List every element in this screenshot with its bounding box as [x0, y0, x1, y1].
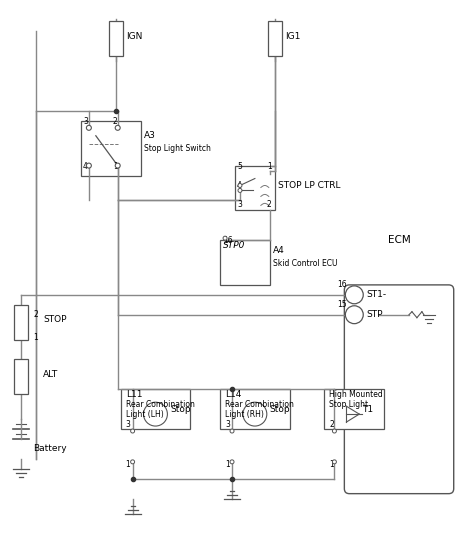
FancyBboxPatch shape — [345, 285, 454, 494]
Text: 1: 1 — [225, 460, 230, 469]
Text: E47: E47 — [348, 312, 360, 317]
Text: A4: A4 — [273, 246, 285, 255]
Text: A3: A3 — [143, 131, 155, 140]
Bar — [268, 21, 282, 56]
Text: E47: E47 — [348, 292, 360, 297]
Text: 3: 3 — [225, 420, 230, 429]
Bar — [14, 359, 28, 394]
Text: 1: 1 — [329, 460, 334, 469]
Circle shape — [131, 460, 135, 464]
Text: Light (LH): Light (LH) — [126, 410, 163, 418]
Circle shape — [332, 429, 337, 433]
Text: Stop Light Switch: Stop Light Switch — [143, 144, 211, 153]
Text: STOP: STOP — [43, 315, 67, 324]
Text: 1: 1 — [33, 333, 38, 342]
Text: ECM: ECM — [388, 235, 411, 245]
Circle shape — [143, 402, 168, 426]
Text: 2: 2 — [267, 200, 271, 209]
Text: Rear Combination: Rear Combination — [126, 400, 194, 409]
Text: STP: STP — [366, 310, 383, 319]
Text: 4: 4 — [237, 181, 242, 190]
Text: IG1: IG1 — [285, 32, 300, 41]
Circle shape — [238, 189, 242, 192]
Text: High Mounted: High Mounted — [329, 390, 383, 399]
Text: 1: 1 — [113, 161, 118, 171]
Text: 3: 3 — [126, 420, 131, 429]
Circle shape — [115, 163, 120, 168]
Text: T1: T1 — [362, 405, 373, 414]
Text: 16: 16 — [337, 280, 347, 289]
Bar — [121, 389, 190, 429]
Text: Skid Control ECU: Skid Control ECU — [273, 259, 337, 268]
Circle shape — [238, 183, 242, 188]
Text: Stop: Stop — [270, 405, 290, 414]
Bar — [220, 389, 290, 429]
Bar — [81, 121, 141, 175]
Text: 2: 2 — [329, 420, 334, 429]
Circle shape — [223, 236, 227, 240]
Text: IGN: IGN — [126, 32, 142, 41]
Circle shape — [230, 429, 234, 433]
Circle shape — [230, 460, 234, 464]
Text: 15: 15 — [337, 300, 347, 309]
Bar — [235, 166, 275, 211]
Bar — [14, 305, 28, 340]
Text: 3: 3 — [83, 117, 88, 126]
Text: Light (RH): Light (RH) — [225, 410, 264, 418]
Text: Battery: Battery — [33, 445, 67, 454]
Text: Stop: Stop — [170, 405, 191, 414]
Text: STOP LP CTRL: STOP LP CTRL — [278, 181, 340, 190]
Bar — [109, 21, 123, 56]
Text: 2: 2 — [113, 117, 118, 126]
Text: 3: 3 — [237, 200, 242, 209]
Text: ALT: ALT — [43, 370, 59, 379]
Text: 2: 2 — [33, 310, 38, 319]
Text: 4: 4 — [83, 161, 88, 171]
Circle shape — [332, 460, 337, 464]
Text: L14: L14 — [225, 390, 242, 399]
Circle shape — [131, 429, 135, 433]
Bar — [324, 389, 384, 429]
Text: STP0: STP0 — [223, 240, 245, 249]
Text: Rear Combination: Rear Combination — [225, 400, 294, 409]
Text: 5: 5 — [237, 161, 242, 171]
Text: 16: 16 — [223, 236, 233, 245]
Text: ST1-: ST1- — [366, 290, 387, 300]
Text: 1: 1 — [267, 161, 271, 171]
Circle shape — [115, 125, 120, 130]
Circle shape — [346, 306, 363, 324]
Circle shape — [86, 125, 92, 130]
Bar — [220, 240, 270, 285]
Text: 1: 1 — [126, 460, 130, 469]
Text: Stop Light: Stop Light — [329, 400, 369, 409]
Circle shape — [243, 402, 267, 426]
Circle shape — [346, 286, 363, 304]
Circle shape — [86, 163, 92, 168]
Text: L11: L11 — [126, 390, 142, 399]
